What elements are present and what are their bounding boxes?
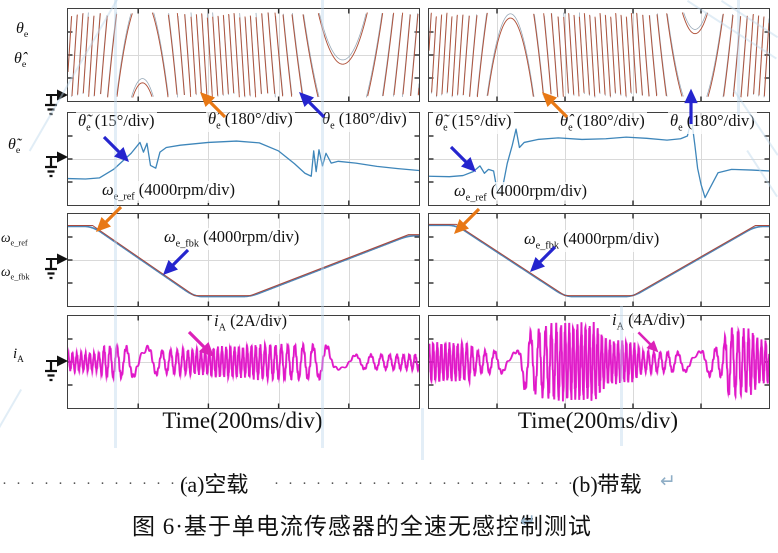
axis-label-theta: θe <box>16 20 29 41</box>
axis-label-theta-hat: θ̂e <box>14 50 27 71</box>
time-axis-label: Time(200ms/div) <box>517 408 679 433</box>
current-waveform-canvas <box>429 316 769 408</box>
arrow-icon <box>200 92 227 119</box>
speed-waveform-canvas <box>429 214 769 306</box>
axis-label-omega-fbk: ωe_fbk <box>1 264 30 282</box>
annotation-speed-ref-scale: ωe_ref (4000rpm/div) <box>452 181 590 205</box>
arrow-icon <box>102 135 129 162</box>
ground-reference-icon <box>45 89 68 116</box>
angle-waveform-canvas <box>68 9 419 101</box>
axis-label-omega-ref: ωe_ref <box>1 230 28 248</box>
arrow-icon <box>637 331 659 353</box>
arrow-icon <box>454 207 481 234</box>
subcaption-a: (a)空载 <box>180 472 249 497</box>
annotation-theta-hat-scale: θ̂e (180°/div) <box>558 111 647 135</box>
arrow-icon <box>530 245 557 272</box>
axis-label-current: iA <box>13 346 24 365</box>
paragraph-mark: ↵ <box>660 470 676 492</box>
scope-plot-b-current <box>428 315 770 409</box>
arrow-icon <box>96 205 123 232</box>
annotation-theta-tilde-scale: θ̃e (15°/div) <box>433 111 514 135</box>
annotation-current-scale: iA (2A/div) <box>212 311 289 335</box>
paragraph-mark: ↵ <box>520 510 536 532</box>
dotted-leader: ·············· <box>2 476 198 492</box>
doc-artifact-line <box>421 408 424 460</box>
annotation-theta-tilde-scale: θ̃e (15°/div) <box>76 111 157 135</box>
arrow-icon <box>542 92 569 119</box>
annotation-theta-hat-scale: θ̂e (180°/div) <box>206 109 295 133</box>
scope-plot-b-speed <box>428 213 770 307</box>
ground-reference-icon <box>45 355 68 382</box>
arrow-icon <box>449 145 476 172</box>
ground-reference-icon <box>45 253 68 280</box>
arrow-icon <box>684 88 698 124</box>
axis-label-theta-tilde: θ̃e <box>8 136 21 157</box>
annotation-current-scale: iA (4A/div) <box>610 310 687 334</box>
annotation-speed-fbk-scale: ωe_fbk (4000rpm/div) <box>522 229 662 253</box>
doc-artifact-line <box>0 389 23 429</box>
angle-waveform-canvas <box>429 9 769 101</box>
annotation-theta-scale: θe (180°/div) <box>320 109 409 133</box>
annotation-speed-ref-scale: ωe_ref (4000rpm/div) <box>100 180 238 204</box>
dotted-leader: ························ <box>274 476 610 492</box>
scope-plot-b-angle <box>428 8 770 102</box>
scope-plot-a-angle <box>67 8 420 102</box>
arrow-icon <box>187 330 214 357</box>
subcaption-b: (b)带载 <box>572 472 642 497</box>
annotation-speed-fbk-scale: ωe_fbk (4000rpm/div) <box>162 227 302 251</box>
figure-caption: 图 6·基于单电流传感器的全速无感控制测试 <box>132 514 592 539</box>
time-axis-label: Time(200ms/div) <box>162 408 323 433</box>
arrow-icon <box>163 248 190 275</box>
arrow-icon <box>299 92 326 119</box>
ground-reference-icon <box>45 151 68 178</box>
